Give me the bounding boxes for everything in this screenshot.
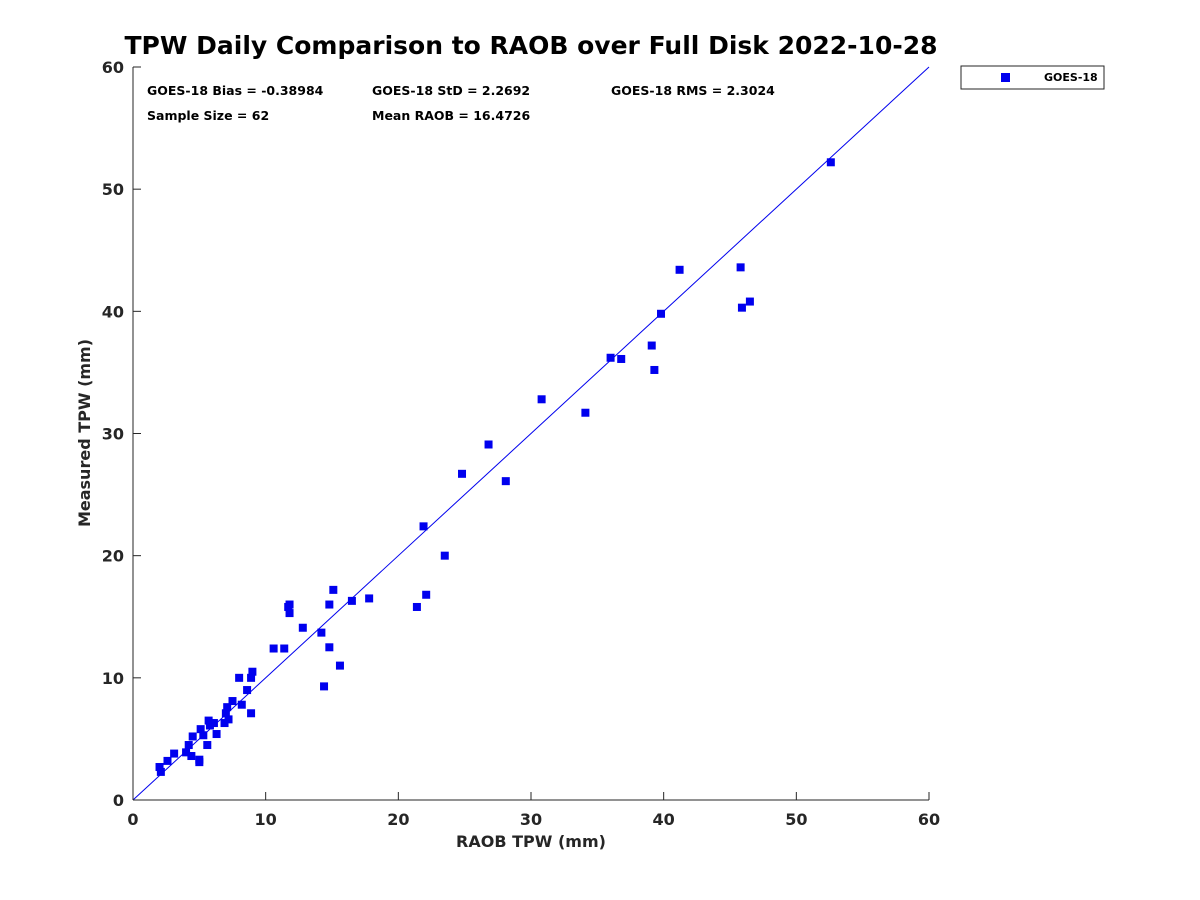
data-point (188, 732, 197, 741)
data-point (199, 731, 208, 740)
legend: GOES-18 (960, 65, 1105, 90)
data-point (187, 752, 196, 761)
y-tick-label: 50 (102, 180, 124, 199)
data-point (243, 686, 252, 695)
data-point (247, 709, 256, 718)
data-point (269, 644, 278, 653)
stat-bias: GOES-18 Bias = -0.38984 (147, 83, 324, 98)
data-point (156, 767, 165, 776)
data-point (657, 309, 666, 318)
data-point (617, 354, 626, 363)
data-point (203, 741, 212, 750)
data-point (317, 628, 326, 637)
x-tick-label: 30 (520, 810, 542, 829)
data-point (221, 709, 230, 718)
data-point (280, 644, 289, 653)
data-point (235, 673, 244, 682)
x-tick-label: 60 (918, 810, 940, 829)
legend-marker-square-icon (1001, 73, 1010, 82)
data-point (248, 667, 257, 676)
y-tick-label: 60 (102, 58, 124, 77)
x-tick-label: 0 (127, 810, 138, 829)
data-point (325, 643, 334, 652)
data-point (298, 623, 307, 632)
data-point (736, 263, 745, 272)
data-point (320, 682, 329, 691)
stat-sample-size: Sample Size = 62 (147, 108, 269, 123)
x-tick-label: 50 (785, 810, 807, 829)
y-tick-label: 20 (102, 547, 124, 566)
data-point (285, 600, 294, 609)
data-point (826, 158, 835, 167)
data-point (163, 756, 172, 765)
data-point (581, 408, 590, 417)
data-point (422, 590, 431, 599)
data-point (347, 596, 356, 605)
data-point (745, 297, 754, 306)
y-tick-label: 30 (102, 425, 124, 444)
stat-mean-raob: Mean RAOB = 16.4726 (372, 108, 530, 123)
stats-annotations: GOES-18 Bias = -0.38984 GOES-18 StD = 2.… (147, 83, 775, 123)
data-point (196, 725, 205, 734)
data-point (606, 353, 615, 362)
data-point (365, 594, 374, 603)
stat-rms: GOES-18 RMS = 2.3024 (611, 83, 775, 98)
data-point (228, 697, 237, 706)
x-tick-label: 10 (255, 810, 277, 829)
x-tick-label: 20 (387, 810, 409, 829)
data-point (329, 585, 338, 594)
data-point (247, 673, 256, 682)
data-point (484, 440, 493, 449)
data-point (204, 716, 213, 725)
data-point (675, 265, 684, 274)
data-point (184, 741, 193, 750)
data-point (237, 700, 246, 709)
data-point (155, 763, 164, 772)
y-tick-label: 10 (102, 669, 124, 688)
legend-box (960, 65, 1105, 90)
data-point (170, 749, 179, 758)
data-point (212, 730, 221, 739)
data-point (224, 715, 233, 724)
legend-entry-goes-18: GOES-18 (1044, 71, 1098, 84)
data-point (647, 341, 656, 350)
data-point (285, 609, 294, 618)
data-point (501, 477, 510, 486)
data-point (182, 748, 191, 757)
stat-std: GOES-18 StD = 2.2692 (372, 83, 530, 98)
one-to-one-reference-line (132, 66, 930, 801)
x-tick-label: 40 (653, 810, 675, 829)
data-point (419, 522, 428, 531)
y-tick-label: 40 (102, 302, 124, 321)
y-axis-label: Measured TPW (mm) (75, 339, 94, 527)
data-point (650, 365, 659, 374)
data-point (537, 395, 546, 404)
x-axis-label: RAOB TPW (mm) (456, 832, 606, 851)
y-tick-label: 0 (113, 791, 124, 810)
data-point (335, 661, 344, 670)
data-point (195, 758, 204, 767)
data-point (209, 719, 218, 728)
data-point (223, 703, 232, 712)
data-point (737, 303, 746, 312)
chart-title: TPW Daily Comparison to RAOB over Full D… (124, 31, 937, 60)
data-point (440, 551, 449, 560)
data-point (325, 600, 334, 609)
data-point (458, 469, 467, 478)
data-point (412, 602, 421, 611)
